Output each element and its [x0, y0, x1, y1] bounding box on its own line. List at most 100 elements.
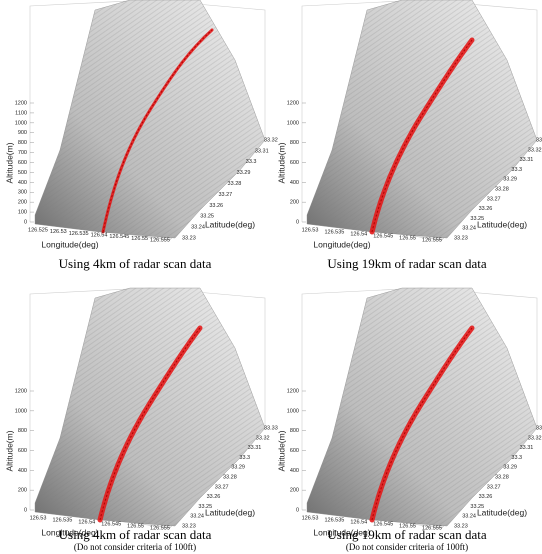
y-tick-label: 33.32 — [528, 147, 542, 153]
y-tick-label: 33.23 — [182, 235, 196, 241]
x-tick-label: 126.55 — [399, 523, 416, 529]
z-tick-label: 800 — [290, 140, 299, 146]
x-tick-label: 126.545 — [101, 521, 121, 527]
x-tick-label: 126.545 — [373, 233, 393, 239]
subcaption: (Do not consider criteria of 100ft) — [346, 542, 468, 552]
x-tick-label: 126.555 — [422, 525, 442, 531]
y-tick-label: 33.26 — [479, 206, 493, 212]
y-tick-label: 33.3 — [246, 159, 257, 165]
x-tick-label: 126.55 — [127, 523, 144, 529]
y-tick-label: 33.29 — [231, 465, 245, 471]
x-tick-label: 126.555 — [150, 237, 170, 243]
y-tick-label: 33.3 — [511, 167, 522, 173]
z-tick-label: 100 — [18, 210, 27, 216]
flight-path-core — [99, 327, 201, 521]
y-tick-label: 33.27 — [215, 484, 229, 490]
z-tick-label: 0 — [296, 507, 299, 513]
z-tick-label: 800 — [290, 428, 299, 434]
y-tick-label: 33.27 — [487, 484, 501, 490]
y-tick-label: 33.33 — [536, 425, 542, 431]
flight-path-core — [102, 29, 213, 233]
y-tick-label: 33.33 — [264, 425, 278, 431]
y-tick-label: 33.24 — [462, 514, 476, 520]
axis-box — [301, 0, 538, 222]
z-tick-label: 1100 — [15, 110, 27, 116]
x-tick-label: 126.535 — [52, 517, 72, 523]
axis-box — [29, 0, 266, 222]
plot-panel: 0 100 200 300 400 500 600 700 800 900 1000 1100 1200… — [4, 0, 278, 249]
y-axis-label: Latitude(deg) — [477, 219, 527, 229]
z-tick-label: 800 — [18, 140, 27, 146]
y-tick-label: 33.31 — [520, 445, 534, 451]
z-tick-label: 400 — [18, 468, 27, 474]
x-tick-label: 126.545 — [109, 234, 129, 240]
x-tick-label: 126.54 — [350, 231, 367, 237]
z-tick-label: 600 — [18, 160, 27, 166]
y-tick-label: 33.29 — [237, 170, 251, 176]
z-tick-label: 0 — [296, 219, 299, 225]
y-tick-label: 33.24 — [190, 514, 204, 520]
z-tick-label: 300 — [18, 190, 27, 196]
z-tick-label: 200 — [18, 488, 27, 494]
x-tick-label: 126.55 — [399, 235, 416, 241]
x-tick-label: 126.53 — [50, 229, 67, 235]
z-tick-label: 1000 — [287, 120, 299, 126]
y-tick-label: 33.23 — [182, 523, 196, 529]
z-tick-label: 400 — [18, 180, 27, 186]
z-axis-label: Altitude(m) — [4, 142, 14, 183]
y-tick-label: 33.31 — [248, 445, 262, 451]
x-tick-label: 126.55 — [131, 236, 148, 242]
z-axis-label: Altitude(m) — [4, 430, 14, 471]
subcaption: (Do not consider criteria of 100ft) — [74, 542, 196, 552]
z-tick-label: 200 — [290, 488, 299, 494]
z-tick-label: 1200 — [15, 100, 27, 106]
y-tick-label: 33.25 — [200, 214, 214, 220]
z-tick-label: 800 — [18, 428, 27, 434]
z-tick-label: 1200 — [287, 100, 299, 106]
z-axis-label: Altitude(m) — [276, 142, 286, 183]
z-tick-label: 1000 — [15, 408, 27, 414]
y-tick-label: 33.27 — [487, 196, 501, 202]
z-tick-label: 700 — [18, 150, 27, 156]
y-tick-label: 33.28 — [495, 186, 509, 192]
plot-panel: 0 200 400 600 800 1000 1200 Altitude(m) 126.53 12… — [276, 287, 542, 537]
y-tick-label: 33.23 — [454, 523, 468, 529]
z-tick-label: 900 — [18, 130, 27, 136]
z-tick-label: 600 — [18, 448, 27, 454]
y-tick-label: 33.24 — [462, 226, 476, 232]
y-tick-label: 33.32 — [528, 435, 542, 441]
y-tick-label: 33.29 — [503, 177, 517, 183]
z-tick-label: 0 — [24, 219, 27, 225]
x-tick-label: 126.555 — [422, 237, 442, 243]
x-tick-label: 126.54 — [350, 519, 367, 525]
y-tick-label: 33.25 — [470, 504, 484, 510]
y-tick-label: 33.28 — [223, 474, 237, 480]
z-tick-label: 0 — [24, 507, 27, 513]
terrain-texture — [35, 0, 265, 238]
x-tick-label: 126.525 — [28, 227, 48, 233]
x-tick-label: 126.535 — [69, 231, 89, 237]
z-axis-label: Altitude(m) — [276, 430, 286, 471]
z-tick-label: 600 — [290, 448, 299, 454]
y-tick-label: 33.25 — [470, 216, 484, 222]
z-tick-label: 1200 — [287, 388, 299, 394]
caption: Using 19km of radar scan data — [327, 527, 486, 542]
y-tick-label: 33.24 — [191, 225, 205, 231]
x-tick-label: 126.535 — [324, 517, 344, 523]
caption: Using 4km of radar scan data — [59, 256, 212, 271]
y-tick-label: 33.32 — [256, 435, 270, 441]
plot-panel: 0 200 400 600 800 1000 1200 Altitude(m) 126.53 12… — [276, 0, 542, 249]
y-tick-label: 33.32 — [264, 137, 278, 143]
z-tick-label: 200 — [290, 200, 299, 206]
y-tick-label: 33.3 — [239, 455, 250, 461]
z-tick-label: 1200 — [15, 388, 27, 394]
x-tick-label: 126.54 — [91, 232, 108, 238]
z-tick-label: 200 — [18, 200, 27, 206]
z-tick-label: 1000 — [15, 120, 27, 126]
z-tick-label: 500 — [18, 170, 27, 176]
y-tick-label: 33.25 — [198, 504, 212, 510]
y-tick-label: 33.23 — [454, 235, 468, 241]
x-tick-label: 126.535 — [324, 229, 344, 235]
y-tick-label: 33.29 — [503, 465, 517, 471]
x-tick-label: 126.53 — [30, 515, 47, 521]
